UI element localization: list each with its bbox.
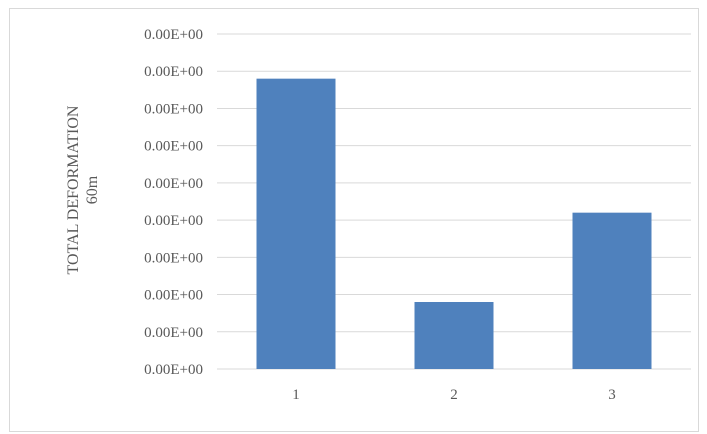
y-tick-label: 0.00E+00 (144, 362, 203, 378)
bars (256, 78, 652, 370)
y-tick-label: 0.00E+00 (144, 27, 203, 43)
y-tick-label: 0.00E+00 (144, 139, 203, 155)
bar-3 (572, 212, 652, 369)
y-tick-label: 0.00E+00 (144, 288, 203, 304)
x-tick-label: 3 (608, 387, 616, 403)
y-axis-title-line-2: 60m (84, 175, 101, 204)
y-axis-title-line-1: TOTAL DEFORMATION (65, 105, 82, 274)
x-tick-label: 1 (292, 387, 300, 403)
y-tick-label: 0.00E+00 (144, 176, 203, 192)
y-tick-labels: 0.00E+00 0.00E+00 0.00E+00 0.00E+00 0.00E+00… (144, 27, 203, 378)
x-tick-labels: 1 2 3 (292, 387, 616, 403)
y-tick-label: 0.00E+00 (144, 325, 203, 341)
y-tick-label: 0.00E+00 (144, 213, 203, 229)
y-tick-label: 0.00E+00 (144, 64, 203, 80)
bar-1 (256, 78, 336, 370)
y-tick-label: 0.00E+00 (144, 101, 203, 117)
bar-2 (414, 302, 494, 369)
x-tick-label: 2 (450, 387, 458, 403)
y-tick-label: 0.00E+00 (144, 250, 203, 266)
